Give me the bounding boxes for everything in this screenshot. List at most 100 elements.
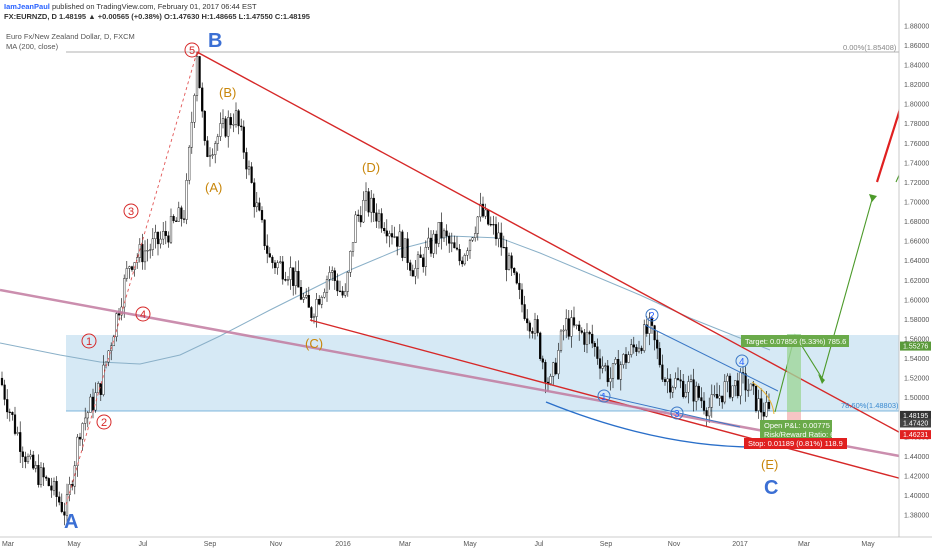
- candle-body-246: [640, 347, 643, 351]
- candle-body-60: [156, 231, 160, 245]
- candle-body-151: [393, 236, 396, 238]
- candle-body-41: [107, 350, 110, 363]
- wave-1-circle: [81, 333, 97, 349]
- candle-body-282: [734, 380, 737, 387]
- candle-body-244: [635, 346, 638, 352]
- candle-body-129: [336, 280, 339, 292]
- candle-body-190: [494, 224, 498, 240]
- candle-body-124: [323, 292, 326, 298]
- candle-body-188: [489, 224, 492, 226]
- time-tick-13: May: [861, 541, 875, 548]
- candle-body-73: [190, 122, 193, 148]
- candle-body-165: [429, 237, 433, 254]
- candle-body-132: [344, 291, 347, 296]
- candle-body-121: [315, 299, 318, 317]
- candle-body-148: [385, 230, 388, 237]
- author-name[interactable]: IamJeanPaul: [4, 2, 50, 11]
- price-tick-0: 1.88000: [904, 23, 929, 30]
- candle-body-33: [86, 412, 89, 419]
- candle-body-56: [146, 250, 149, 252]
- candle-body-206: [536, 319, 539, 334]
- candle-body-233: [606, 365, 609, 383]
- published-text: published on TradingView.com, February 0…: [51, 2, 257, 11]
- candle-body-280: [728, 375, 732, 398]
- pnl-label-box: [760, 420, 832, 440]
- candle-body-59: [154, 231, 157, 240]
- candle-body-32: [84, 417, 87, 424]
- wave-3-circle: [123, 203, 139, 219]
- candle-body-256: [666, 378, 669, 383]
- candle-body-287: [747, 389, 750, 392]
- candle-body-288: [749, 383, 752, 391]
- candle-body-227: [591, 333, 594, 344]
- candle-body-197: [513, 268, 516, 273]
- price-tick-1: 1.86000: [904, 43, 929, 50]
- candle-body-38: [99, 383, 102, 395]
- candle-body-240: [624, 354, 628, 363]
- candle-body-30: [78, 436, 82, 440]
- candle-body-112: [292, 267, 295, 286]
- candle-body-230: [598, 358, 602, 369]
- sub-wave-3-label: 3: [674, 409, 680, 420]
- candle-body-11: [29, 454, 32, 458]
- candle-body-247: [643, 324, 646, 351]
- candle-body-242: [630, 344, 633, 355]
- candle-body-248: [645, 324, 648, 334]
- candle-body-235: [611, 363, 615, 379]
- candle-body-141: [367, 191, 370, 213]
- wave-A-label: (A): [205, 180, 222, 195]
- candle-body-219: [570, 317, 573, 337]
- candle-body-243: [632, 344, 635, 348]
- candle-body-142: [370, 197, 373, 213]
- candle-body-61: [159, 238, 162, 245]
- instrument-name[interactable]: Euro Fx/New Zealand Dollar, D, FXCM: [6, 32, 135, 41]
- candle-body-156: [406, 238, 409, 263]
- candle-body-20: [52, 481, 56, 491]
- candle-body-212: [552, 362, 555, 377]
- channel-upper-line: [644, 324, 779, 392]
- candle-body-278: [723, 381, 726, 403]
- candle-body-189: [492, 224, 495, 226]
- candle-body-21: [55, 481, 58, 498]
- candle-body-50: [130, 266, 134, 270]
- risk-reward-label: Risk/Reward Ratio: 6.61: [764, 430, 845, 439]
- candle-body-199: [518, 282, 521, 290]
- candle-body-187: [487, 209, 490, 225]
- candle-body-231: [601, 365, 604, 369]
- stop-label: Stop: 0.01189 (0.81%) 118.9: [748, 439, 843, 448]
- price-tick-13: 1.62000: [904, 278, 929, 285]
- candle-body-173: [450, 242, 453, 244]
- time-tick-12: Mar: [798, 541, 811, 548]
- candle-body-268: [697, 385, 700, 398]
- price-tick-6: 1.76000: [904, 141, 929, 148]
- target-label: Target: 0.07856 (5.33%) 785.6: [745, 337, 846, 346]
- candle-body-200: [520, 289, 524, 305]
- candle-body-117: [305, 294, 308, 298]
- candle-body-294: [765, 402, 768, 417]
- candle-body-214: [557, 350, 560, 375]
- candle-body-45: [117, 313, 121, 316]
- candle-body-91: [237, 110, 240, 127]
- candle-body-292: [760, 398, 763, 413]
- candle-body-115: [299, 287, 303, 300]
- candle-body-118: [307, 294, 310, 308]
- candle-body-29: [76, 436, 79, 466]
- candle-body-232: [604, 365, 607, 367]
- time-axis-ticks[interactable]: Mar May Jul Sep Nov 2016 Mar May Jul Sep Nov 2017 Ma…: [2, 541, 875, 548]
- candle-body-116: [302, 297, 305, 300]
- candle-body-184: [479, 203, 482, 218]
- candle-body-221: [575, 324, 578, 326]
- candle-body-293: [762, 411, 765, 417]
- candle-body-147: [383, 228, 386, 232]
- candle-body-84: [219, 123, 222, 137]
- price-tag-3: 1.46231: [903, 432, 928, 439]
- candle-body-286: [744, 373, 747, 391]
- candle-body-7: [19, 432, 22, 452]
- time-tick-1: May: [67, 541, 81, 548]
- support-zone: [66, 335, 899, 411]
- open-pnl-label: Open P&L: 0.00775: [764, 421, 830, 430]
- candle-body-97: [253, 182, 256, 208]
- candle-body-122: [318, 299, 321, 305]
- indicator-name[interactable]: MA (200, close): [6, 42, 59, 51]
